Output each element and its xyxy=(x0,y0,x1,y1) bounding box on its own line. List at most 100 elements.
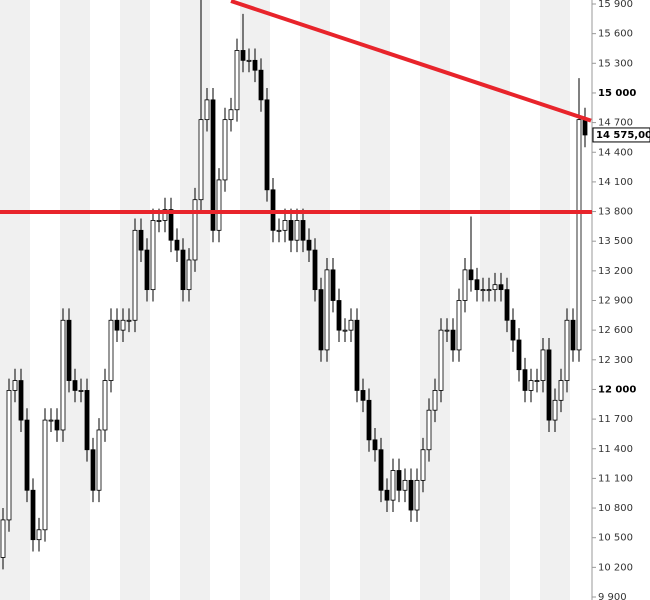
y-tick-label: 12 300 xyxy=(598,355,633,366)
candle-body xyxy=(54,419,60,431)
candle-body xyxy=(360,390,366,401)
candle-body xyxy=(510,319,516,341)
candle-body xyxy=(342,329,348,332)
candle-body xyxy=(126,319,132,322)
candle-body xyxy=(282,220,288,231)
last-price-label: 14 575,00 xyxy=(596,130,650,141)
candle-body xyxy=(450,329,456,351)
candle-body xyxy=(180,249,186,291)
candle-body xyxy=(258,69,264,101)
candle-body xyxy=(84,390,90,451)
candle-body xyxy=(390,470,396,501)
candle-body xyxy=(276,229,282,232)
candle-body xyxy=(408,479,414,511)
candle-body xyxy=(384,489,390,501)
y-tick-label: 10 200 xyxy=(598,562,633,573)
candle-body xyxy=(474,279,480,291)
candle-body xyxy=(498,284,504,291)
y-tick-label: 12 900 xyxy=(598,296,633,307)
candle-body xyxy=(120,319,126,331)
candle-body xyxy=(264,99,270,191)
candle-body xyxy=(246,59,252,62)
candle-body xyxy=(72,380,78,391)
y-tick-label: 13 200 xyxy=(598,266,633,277)
candle-body xyxy=(102,380,108,431)
candle-body xyxy=(240,50,246,61)
candle-body xyxy=(444,329,450,332)
candle-body xyxy=(564,319,570,381)
candle-body xyxy=(90,449,96,491)
candle-body xyxy=(396,470,402,491)
candle-body xyxy=(66,319,72,381)
candle-body xyxy=(198,119,204,201)
candle-body xyxy=(138,229,144,251)
y-tick-label: 11 100 xyxy=(598,473,633,484)
candle-body xyxy=(216,179,222,231)
candle-body xyxy=(150,220,156,291)
candle-body xyxy=(558,380,564,401)
y-tick-label: 15 600 xyxy=(598,29,633,40)
candle-body xyxy=(174,239,180,251)
candle-body xyxy=(294,220,300,241)
candle-body xyxy=(354,319,360,391)
candle-body xyxy=(114,319,120,331)
candle-body xyxy=(234,50,240,111)
candle-body xyxy=(6,390,12,521)
background-stripe xyxy=(180,0,210,600)
candle-body xyxy=(0,519,6,558)
candle-body xyxy=(552,399,558,421)
candle-body xyxy=(480,289,486,292)
candle-body xyxy=(228,109,234,121)
candle-body xyxy=(534,380,540,382)
y-tick-label: 11 400 xyxy=(598,444,633,455)
candle-body xyxy=(378,449,384,491)
candle-body xyxy=(186,259,192,291)
y-tick-label: 10 800 xyxy=(598,503,633,514)
candle-body xyxy=(348,319,354,331)
background-stripe xyxy=(540,0,570,600)
y-tick-label: 13 500 xyxy=(598,236,633,247)
candle-body xyxy=(318,289,324,351)
candle-body xyxy=(18,380,24,421)
candle-body xyxy=(312,249,318,291)
candle-body xyxy=(192,199,198,261)
background-stripe xyxy=(240,0,270,600)
candle-body xyxy=(60,319,66,431)
candle-body xyxy=(48,419,54,422)
candle-body xyxy=(504,289,510,321)
candle-body xyxy=(462,269,468,301)
candle-body xyxy=(528,380,534,391)
y-tick-label: 14 700 xyxy=(598,118,633,129)
candle-body xyxy=(468,269,474,281)
candle-body xyxy=(540,349,546,381)
candle-body xyxy=(324,269,330,351)
candle-body xyxy=(132,229,138,321)
candle-body xyxy=(168,209,174,241)
candle-body xyxy=(156,220,162,222)
candle-body xyxy=(78,390,84,392)
candle-body xyxy=(516,339,522,371)
candle-body xyxy=(492,284,498,291)
candle-body xyxy=(210,99,216,231)
candle-body xyxy=(486,289,492,292)
y-tick-label: 15 300 xyxy=(598,58,633,69)
candle-body xyxy=(36,529,42,541)
candle-body xyxy=(204,99,210,121)
candle-body xyxy=(330,269,336,301)
y-tick-label: 9 900 xyxy=(598,592,627,600)
candle-body xyxy=(402,479,408,491)
candle-body xyxy=(420,449,426,481)
y-tick-label: 12 000 xyxy=(598,384,636,395)
candle-body xyxy=(576,119,582,351)
candle-body xyxy=(438,329,444,391)
candle-body xyxy=(144,249,150,291)
background-stripe xyxy=(0,0,30,600)
y-tick-label: 11 700 xyxy=(598,414,633,425)
candle-body xyxy=(366,399,372,441)
background-stripe xyxy=(360,0,390,600)
background-stripe xyxy=(60,0,90,600)
candle-body xyxy=(546,349,552,421)
candle-body xyxy=(456,300,462,351)
y-tick-label: 15 000 xyxy=(598,88,636,99)
y-tick-label: 12 600 xyxy=(598,325,633,336)
